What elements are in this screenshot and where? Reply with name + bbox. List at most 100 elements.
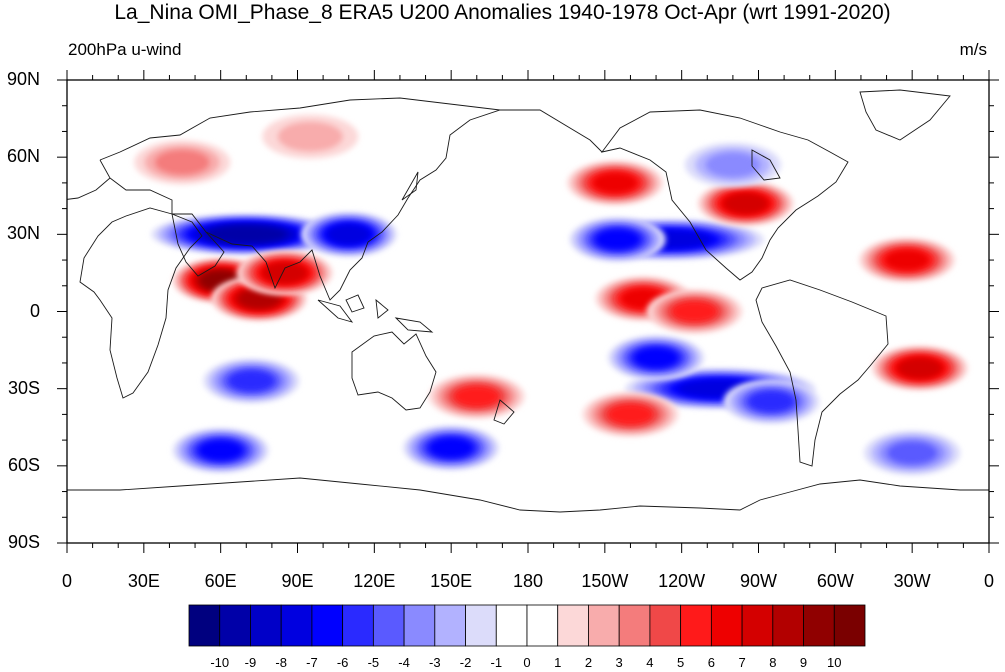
colorbar-label: 6 [707,655,715,670]
colorbar-swatch [710,604,743,647]
colorbar-label: -5 [367,655,380,670]
variable-label: 200hPa u-wind [68,40,182,59]
colorbar-swatch [649,604,682,647]
coast-arabia [171,213,225,277]
colorbar-swatch [526,604,559,647]
colorbar-label: -8 [275,655,287,670]
colorbar-label: 5 [677,655,685,670]
lat-label: 30S [7,377,40,398]
coast-japan [401,171,419,201]
colorbar-swatch [280,604,313,647]
anomaly-contour-6-6 [595,229,640,250]
anomaly-contour-12-7 [898,358,942,378]
chart-title: La_Nina OMI_Phase_8 ERA5 U200 Anomalies … [114,1,891,24]
anomaly-contour-8-5 [671,300,718,323]
colorbar-swatch [803,604,835,647]
lat-label: 90N [6,69,40,89]
coast-nz [493,399,515,425]
lon-label: 0 [61,571,72,591]
lon-label: 30E [127,571,160,591]
colorbar-swatch [833,604,866,647]
colorbar-swatch [372,604,405,647]
lon-label: 120W [658,571,706,591]
colorbar-label: 2 [584,655,593,670]
anomaly-field [134,114,968,475]
lon-label: 150W [581,571,629,591]
colorbar-label: -10 [210,655,230,670]
colorbar-label: -4 [398,655,410,670]
anomaly-contour-18-6 [429,437,474,458]
colorbar-swatch [188,604,221,647]
colorbar-swatch [557,604,589,647]
anomaly-contour-0-9 [206,225,287,243]
anomaly-contour-9-6 [593,172,638,193]
coast-indonesia [317,294,434,333]
colorbar-swatch [311,604,344,647]
colorbar-swatch [680,604,712,647]
coast-north-america [600,109,849,281]
lat-label: 30N [6,223,40,244]
colorbar-swatch [741,604,774,647]
coast-africa [79,207,203,399]
colorbar-label: 10 [827,655,842,670]
coast-greenland [859,89,951,141]
anomaly-contour-22-3 [705,152,761,178]
colorbar-label: -3 [429,655,441,670]
colorbar-label: 7 [738,655,746,670]
map-axes [57,70,999,553]
anomaly-contour-16-5 [453,385,500,407]
colorbar-swatch [588,604,620,647]
colorbar [188,604,866,647]
colorbar-label: -6 [336,655,349,670]
anomaly-contour-4-7 [263,263,306,283]
colorbar-swatch [219,604,251,647]
colorbar-label: -2 [459,655,472,670]
anomaly-contour-19-6 [198,440,243,461]
anomaly-contour-10-7 [724,193,767,214]
anomaly-contour-15-5 [748,390,795,413]
lat-label: 60N [6,146,40,167]
colorbar-label: -7 [306,655,318,670]
colorbar-label: -9 [244,655,257,670]
colorbar-label: 1 [554,655,562,670]
coastlines [67,89,989,513]
lon-label: 90W [739,571,777,591]
lon-label: 60W [816,571,854,591]
lon-label: 90E [281,571,314,591]
anomaly-contour-21-4 [887,441,937,465]
units-label: m/s [959,40,987,59]
lon-label: 150E [430,571,473,591]
anomaly-contour-24-2 [277,121,343,152]
colorbar-label: -1 [490,655,503,670]
anomaly-contour-3-8 [238,289,280,309]
anomaly-contour-1-7 [327,224,370,245]
colorbar-label: 8 [769,655,777,670]
coast-south-america [755,279,889,467]
lon-label: 60E [204,571,237,591]
colorbar-swatch [465,604,497,647]
lon-label: 0 [983,571,994,591]
colorbar-swatch [342,604,374,647]
colorbar-label: 4 [646,655,654,670]
colorbar-swatch [434,604,466,647]
lat-label: 0 [29,300,40,321]
colorbar-label: 9 [799,655,808,670]
lat-label: 90S [7,532,40,552]
colorbar-swatch [618,604,651,647]
lat-label: 60S [7,454,40,475]
coast-asia [205,109,603,301]
colorbar-swatch [403,604,436,647]
anomaly-contour-14-6 [634,347,679,368]
colorbar-swatch [495,604,528,647]
coast-eurasia-north [99,97,501,161]
coast-antarctica [67,477,989,513]
lon-label: 120E [353,571,396,591]
anomaly-contour-20-5 [228,370,275,392]
colorbar-label: 3 [615,655,623,670]
anomaly-contour-23-3 [155,149,210,175]
coast-australia [351,331,437,411]
colorbar-swatch [250,604,282,647]
colorbar-swatch [772,604,804,647]
lon-label: 180 [512,571,544,591]
anomaly-contour-17-5 [607,403,654,425]
